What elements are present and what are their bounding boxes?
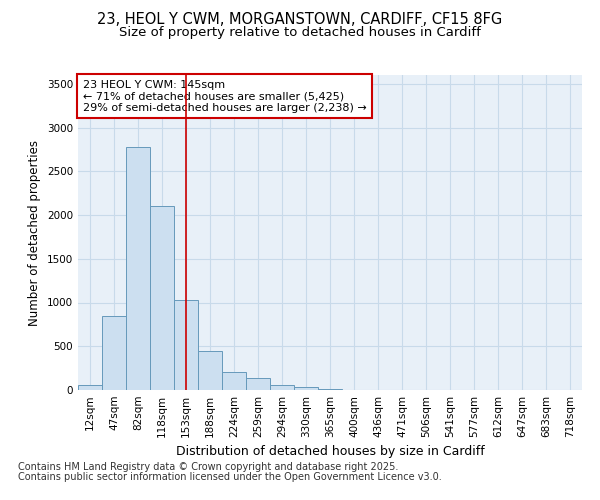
- Bar: [318, 389, 342, 390]
- Bar: [294, 386, 318, 390]
- Y-axis label: Number of detached properties: Number of detached properties: [28, 140, 41, 326]
- Text: 23, HEOL Y CWM, MORGANSTOWN, CARDIFF, CF15 8FG: 23, HEOL Y CWM, MORGANSTOWN, CARDIFF, CF…: [97, 12, 503, 28]
- Bar: [270, 385, 294, 390]
- Bar: [126, 147, 150, 390]
- Bar: [150, 206, 174, 390]
- Text: Contains HM Land Registry data © Crown copyright and database right 2025.: Contains HM Land Registry data © Crown c…: [18, 462, 398, 472]
- Text: Contains public sector information licensed under the Open Government Licence v3: Contains public sector information licen…: [18, 472, 442, 482]
- Bar: [78, 385, 102, 390]
- Text: Size of property relative to detached houses in Cardiff: Size of property relative to detached ho…: [119, 26, 481, 39]
- Bar: [246, 378, 270, 390]
- Bar: [102, 316, 126, 390]
- Bar: [174, 300, 198, 390]
- Bar: [222, 372, 246, 390]
- Text: 23 HEOL Y CWM: 145sqm
← 71% of detached houses are smaller (5,425)
29% of semi-d: 23 HEOL Y CWM: 145sqm ← 71% of detached …: [83, 80, 367, 113]
- Bar: [198, 350, 222, 390]
- X-axis label: Distribution of detached houses by size in Cardiff: Distribution of detached houses by size …: [176, 446, 484, 458]
